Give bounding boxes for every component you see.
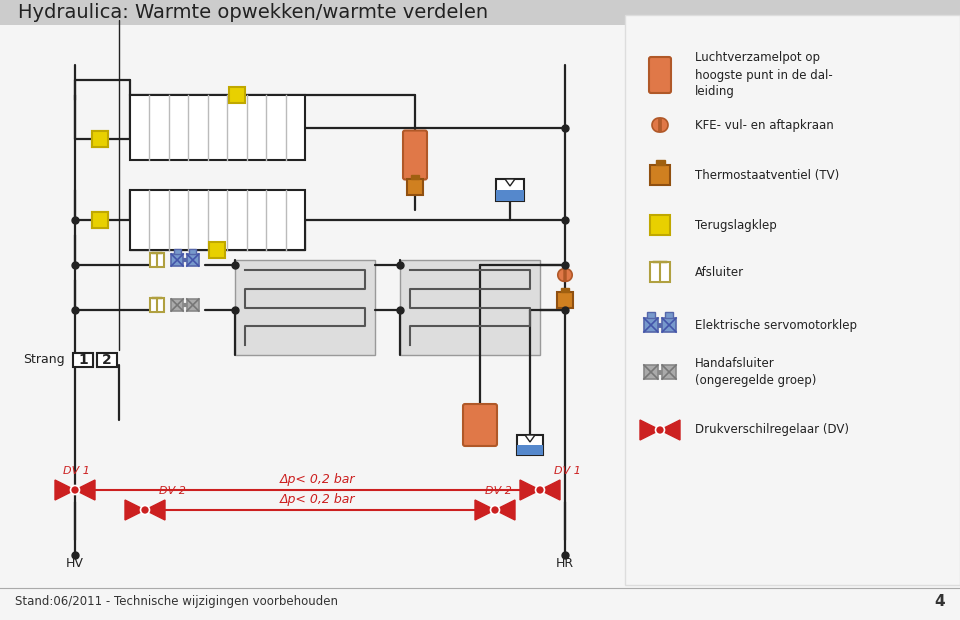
FancyBboxPatch shape bbox=[649, 57, 671, 93]
FancyBboxPatch shape bbox=[496, 179, 524, 201]
Bar bbox=[187, 254, 199, 266]
Bar bbox=[130, 95, 305, 160]
Text: Terugslagklep: Terugslagklep bbox=[695, 218, 777, 231]
Bar bbox=[644, 365, 658, 379]
Text: Δp< 0,2 bar: Δp< 0,2 bar bbox=[280, 473, 355, 486]
Polygon shape bbox=[407, 179, 423, 195]
Polygon shape bbox=[640, 420, 660, 440]
Polygon shape bbox=[209, 242, 225, 258]
Polygon shape bbox=[495, 500, 515, 520]
Bar bbox=[400, 260, 540, 355]
Bar bbox=[174, 249, 180, 254]
Polygon shape bbox=[558, 268, 564, 281]
Bar bbox=[644, 318, 658, 332]
Text: Stand:06/2011 - Technische wijzigingen voorbehouden: Stand:06/2011 - Technische wijzigingen v… bbox=[15, 595, 338, 608]
Bar bbox=[0, 0, 960, 25]
Polygon shape bbox=[145, 500, 165, 520]
Bar bbox=[171, 254, 183, 266]
Bar bbox=[130, 190, 305, 250]
FancyBboxPatch shape bbox=[97, 353, 117, 367]
Polygon shape bbox=[661, 118, 668, 132]
Polygon shape bbox=[660, 420, 680, 440]
Text: 4: 4 bbox=[934, 595, 945, 609]
Polygon shape bbox=[229, 87, 245, 103]
Bar bbox=[665, 312, 673, 318]
Polygon shape bbox=[92, 131, 108, 147]
Polygon shape bbox=[92, 212, 108, 228]
FancyBboxPatch shape bbox=[403, 130, 427, 180]
Text: HV: HV bbox=[66, 557, 84, 570]
Polygon shape bbox=[650, 215, 670, 235]
Polygon shape bbox=[565, 268, 572, 281]
Bar bbox=[187, 299, 199, 311]
Text: Drukverschilregelaar (DV): Drukverschilregelaar (DV) bbox=[695, 423, 849, 436]
Polygon shape bbox=[475, 500, 495, 520]
Bar bbox=[647, 312, 655, 318]
Text: Handafsluiter
(ongeregelde groep): Handafsluiter (ongeregelde groep) bbox=[695, 357, 816, 387]
Circle shape bbox=[491, 505, 499, 515]
FancyBboxPatch shape bbox=[517, 435, 543, 455]
Polygon shape bbox=[92, 212, 108, 228]
Text: DV 1: DV 1 bbox=[63, 466, 90, 476]
Polygon shape bbox=[520, 480, 540, 500]
Text: Δp< 0,2 bar: Δp< 0,2 bar bbox=[280, 493, 355, 506]
Text: 2: 2 bbox=[102, 353, 112, 367]
Polygon shape bbox=[650, 262, 670, 282]
Text: DV 2: DV 2 bbox=[159, 486, 186, 496]
Text: DV 1: DV 1 bbox=[554, 466, 581, 476]
Bar bbox=[662, 318, 676, 332]
Polygon shape bbox=[150, 253, 164, 267]
Bar bbox=[171, 299, 183, 311]
Bar bbox=[562, 288, 568, 292]
Circle shape bbox=[70, 485, 80, 495]
Polygon shape bbox=[540, 480, 560, 500]
FancyBboxPatch shape bbox=[463, 404, 497, 446]
Polygon shape bbox=[505, 179, 515, 186]
Text: Elektrische servomotorklep: Elektrische servomotorklep bbox=[695, 319, 857, 332]
Bar bbox=[496, 190, 524, 201]
Text: Hydraulica: Warmte opwekken/warmte verdelen: Hydraulica: Warmte opwekken/warmte verde… bbox=[18, 4, 488, 22]
Text: 1: 1 bbox=[78, 353, 88, 367]
Circle shape bbox=[140, 505, 150, 515]
Text: HR: HR bbox=[556, 557, 574, 570]
Bar bbox=[412, 175, 419, 179]
Bar bbox=[656, 159, 664, 165]
Polygon shape bbox=[650, 165, 670, 185]
Circle shape bbox=[536, 485, 544, 495]
Bar bbox=[189, 249, 197, 254]
Text: DV 2: DV 2 bbox=[485, 486, 512, 496]
Text: Afsluiter: Afsluiter bbox=[695, 265, 744, 278]
Polygon shape bbox=[652, 118, 659, 132]
Polygon shape bbox=[55, 480, 75, 500]
Bar bbox=[235, 260, 375, 355]
Text: KFE- vul- en aftapkraan: KFE- vul- en aftapkraan bbox=[695, 118, 833, 131]
Polygon shape bbox=[92, 131, 108, 147]
Bar bbox=[662, 365, 676, 379]
Polygon shape bbox=[150, 298, 164, 312]
Polygon shape bbox=[75, 480, 95, 500]
Polygon shape bbox=[125, 500, 145, 520]
Polygon shape bbox=[525, 435, 535, 442]
Circle shape bbox=[656, 425, 664, 435]
Text: Thermostaatventiel (TV): Thermostaatventiel (TV) bbox=[695, 169, 839, 182]
Polygon shape bbox=[557, 292, 573, 308]
Bar bbox=[517, 445, 543, 455]
Bar bbox=[625, 15, 960, 585]
FancyBboxPatch shape bbox=[73, 353, 93, 367]
Text: Strang: Strang bbox=[23, 353, 65, 366]
Text: Luchtverzamelpot op
hoogste punt in de dal-
leiding: Luchtverzamelpot op hoogste punt in de d… bbox=[695, 51, 832, 99]
